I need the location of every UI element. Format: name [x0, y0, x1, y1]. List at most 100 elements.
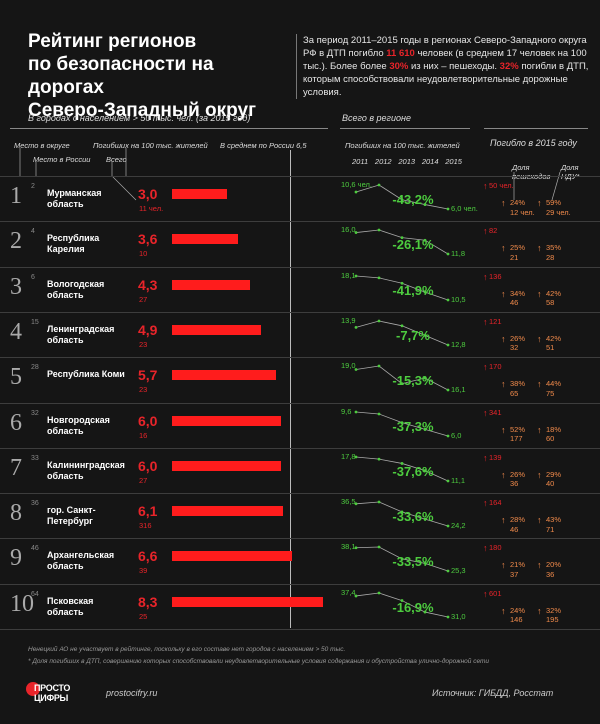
trend-point — [377, 364, 381, 368]
region-name: Новгородская область — [47, 414, 110, 436]
trend-change: -43,2% — [392, 192, 434, 207]
russia-avg-label: В среднем по России 6,5 — [220, 141, 307, 150]
site-link[interactable]: prostocifry.ru — [106, 688, 158, 698]
trend-change: -15,3% — [392, 373, 434, 389]
rate-bar — [172, 596, 324, 607]
trend-point — [354, 594, 358, 598]
up-arrow-icon: ↑ — [537, 605, 542, 616]
deaths-2015: 164 — [489, 498, 502, 508]
trend-point — [423, 239, 427, 242]
up-arrow-icon: ↑ — [537, 333, 542, 344]
region-name: гор. Санкт-Петербург — [47, 505, 96, 527]
region-name: Ленинградская область — [47, 323, 115, 345]
region-name: Псковская область — [47, 595, 94, 617]
trend-sparkline — [354, 410, 450, 437]
row-separator — [0, 266, 600, 268]
trend-start-value: 13,9 — [341, 315, 356, 325]
up-arrow-icon: ↑ — [483, 271, 488, 282]
deaths-2015: 136 — [489, 271, 502, 281]
death-count: 27 — [139, 475, 148, 485]
trend-point — [423, 562, 427, 566]
trend-point — [423, 610, 427, 614]
rate-bar — [172, 324, 262, 335]
rank-russia: 32 — [31, 409, 39, 417]
deaths-2015: 139 — [489, 452, 502, 462]
death-rate: 3,6 — [138, 231, 158, 248]
trend-point — [377, 591, 381, 595]
row-separator — [0, 402, 600, 404]
row-separator — [0, 447, 600, 449]
ndu-share: 42% 58 — [546, 289, 561, 308]
died2015-header-line — [484, 128, 588, 129]
row-separator — [0, 629, 600, 630]
trend-end-value: 25,3 — [451, 566, 466, 576]
up-arrow-icon: ↑ — [483, 588, 488, 599]
ndu-share: 44% 75 — [546, 379, 561, 398]
ndu-share: 42% 51 — [546, 334, 561, 353]
trend-point — [400, 420, 404, 424]
ndu-count: 75 — [546, 388, 555, 398]
region-row: 2 4 Республика Карелия 3,6 10 16,0 -26,1% 11,8 ↑… — [0, 222, 600, 268]
trend-point — [446, 524, 450, 528]
pedestrian-count: 21 — [510, 252, 519, 262]
pedestrian-count: 12 чел. — [510, 207, 535, 217]
rate-bar — [172, 234, 238, 245]
pedestrian-share: 21% 37 — [510, 560, 525, 579]
rank-russia: 15 — [31, 318, 39, 326]
trend-start-value: 10,6 чел. — [341, 180, 372, 189]
trend-point — [423, 376, 427, 380]
ndu-count: 51 — [546, 343, 555, 353]
up-arrow-icon: ↑ — [483, 181, 488, 191]
region-row: 5 28 Республика Коми 5,7 23 19,0 -15,3% 16,1 ↑ 17… — [0, 358, 600, 404]
ndu-share-pct: 42% — [546, 288, 562, 298]
death-count: 16 — [139, 430, 148, 440]
deaths-2015: 170 — [489, 362, 502, 372]
trend-sparkline — [354, 228, 450, 256]
up-arrow-icon: ↑ — [483, 498, 488, 509]
pedestrian-share-pct: 26% — [510, 469, 526, 479]
trend-point — [446, 252, 450, 256]
trend-point — [446, 388, 450, 392]
region-name: Вологодская область — [47, 278, 105, 300]
years-axis: 2011 2012 2013 2014 2015 — [352, 157, 462, 166]
trend-point — [377, 545, 381, 549]
rank-okrug: 7 — [10, 454, 22, 481]
year-label: 2013 — [398, 157, 416, 166]
death-count: 25 — [139, 611, 148, 621]
ndu-share: 20% 36 — [546, 560, 561, 579]
ndu-share-pct: 44% — [546, 379, 562, 389]
row-separator — [0, 311, 600, 313]
rate-bar — [172, 370, 276, 381]
up-arrow-icon: ↑ — [537, 198, 542, 208]
region-row: 3 6 Вологодская область 4,3 27 18,1 -41,9% 10,5… — [0, 268, 600, 314]
footnote-1: Ненецкий АО не участвует в рейтинге, пос… — [28, 646, 346, 653]
up-arrow-icon: ↑ — [483, 452, 488, 463]
deaths-2015: 121 — [489, 316, 502, 326]
region-name: Мурманская область — [47, 188, 102, 209]
pedestrian-share-pct: 28% — [510, 515, 526, 525]
pedestrian-share-pct: 24% — [510, 198, 526, 207]
trend-point — [446, 434, 450, 437]
death-rate: 4,9 — [138, 321, 158, 338]
death-count: 316 — [139, 521, 152, 531]
ndu-count: 58 — [546, 298, 555, 308]
pedestrian-share: 24% 12 чел. — [510, 198, 535, 217]
rate-bar — [172, 551, 293, 562]
ndu-count: 29 чел. — [546, 207, 571, 217]
source-text: Источник: ГИБДД, Росстат — [432, 688, 554, 698]
year-label: 2014 — [421, 157, 439, 166]
trend-change: -37,3% — [392, 418, 434, 434]
up-arrow-icon: ↑ — [483, 543, 488, 554]
trend-point — [446, 343, 450, 347]
death-rate: 5,7 — [138, 367, 158, 384]
up-arrow-icon: ↑ — [537, 515, 542, 526]
trend-point — [400, 598, 404, 602]
trend-start-value: 18,1 — [341, 270, 356, 280]
trend-point — [377, 183, 381, 187]
row-separator — [0, 221, 600, 223]
rank-okrug: 2 — [10, 228, 22, 255]
rank-okrug: 3 — [10, 273, 22, 300]
trend-point — [400, 281, 404, 285]
trend-end-value: 10,5 — [451, 294, 466, 304]
trend-point — [423, 427, 427, 431]
